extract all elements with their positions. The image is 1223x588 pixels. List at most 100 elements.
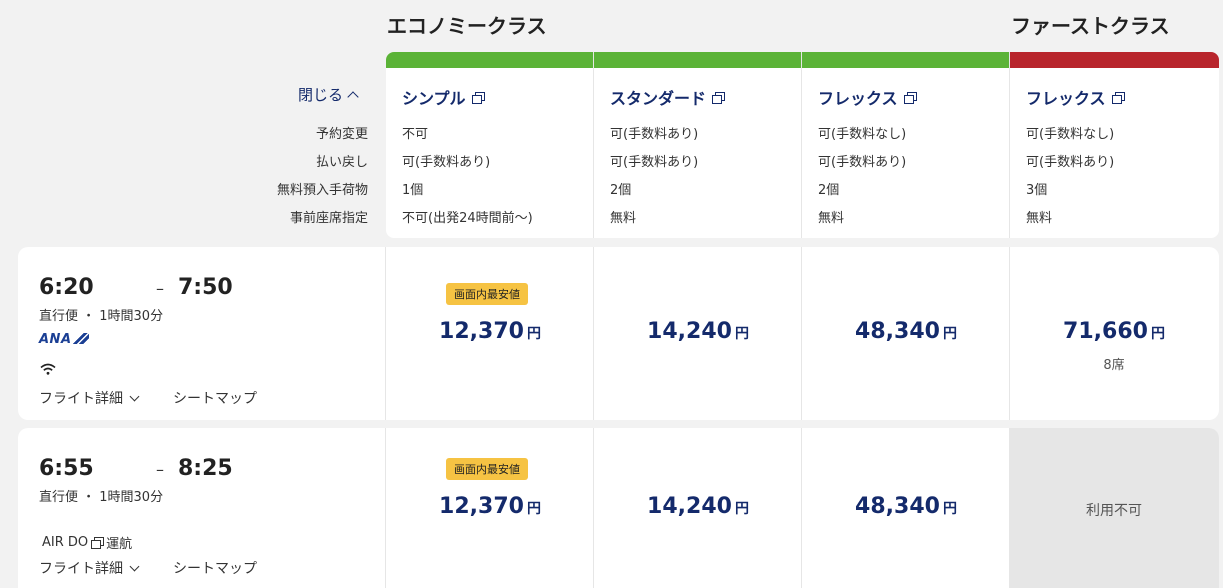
fare-value: 可(手数料あり) xyxy=(402,155,491,170)
fare-comparison-header: シンプル 不可 可(手数料あり) 1個 不可(出発24時間前～) スタンダード … xyxy=(386,52,1219,238)
fare-name-simple[interactable]: シンプル xyxy=(402,85,485,109)
ana-logo: ANA xyxy=(39,332,89,347)
time-separator: – xyxy=(156,460,164,479)
price-amount: 48,340 xyxy=(855,319,940,344)
arrival-time: 8:25 xyxy=(178,456,233,481)
fare-value: 可(手数料なし) xyxy=(1026,127,1115,142)
arrival-time: 7:50 xyxy=(178,275,233,300)
external-link-icon xyxy=(903,91,917,104)
lowest-price-badge: 画面内最安値 xyxy=(446,458,528,480)
flight-info: 6:55 – 8:25 直行便 ・ 1時間30分 AIR DO 運航 フライト詳… xyxy=(18,428,386,588)
chevron-up-icon xyxy=(347,90,359,103)
unavailable-label: 利用不可 xyxy=(1086,503,1142,519)
attr-label-change: 予約変更 xyxy=(315,127,368,142)
seat-map-link[interactable]: シートマップ xyxy=(173,561,257,577)
flight-info: 6:20 – 7:50 直行便 ・ 1時間30分 ANA フライト詳細 シートマ… xyxy=(18,247,386,420)
flight-row: 6:20 – 7:50 直行便 ・ 1時間30分 ANA フライト詳細 シートマ… xyxy=(18,247,1219,420)
fare-value: 2個 xyxy=(818,183,840,198)
price-cell-standard[interactable]: 14,240 円 xyxy=(594,428,802,588)
fare-column-standard: スタンダード 可(手数料あり) 可(手数料あり) 2個 無料 xyxy=(594,52,802,238)
fare-value: 無料 xyxy=(1026,211,1053,226)
economy-bar xyxy=(386,52,593,68)
external-link-icon xyxy=(1111,91,1125,104)
fare-value: 可(手数料あり) xyxy=(1026,155,1115,170)
lowest-price-badge: 画面内最安値 xyxy=(446,283,528,305)
time-separator: – xyxy=(156,279,164,298)
first-class-bar xyxy=(1010,52,1219,68)
fare-price: 12,370 円 xyxy=(386,319,594,344)
first-class-title: ファーストクラス xyxy=(1011,14,1170,38)
flight-details-label: フライト詳細 xyxy=(39,391,123,407)
wifi-icon xyxy=(40,363,56,375)
fare-name-flex-first[interactable]: フレックス xyxy=(1026,85,1125,109)
flight-row: 6:55 – 8:25 直行便 ・ 1時間30分 AIR DO 運航 フライト詳… xyxy=(18,428,1219,588)
flight-details-toggle[interactable]: フライト詳細 xyxy=(39,388,140,408)
price-amount: 12,370 xyxy=(439,319,524,344)
fare-price: 71,660 円 xyxy=(1010,319,1218,344)
seat-map-link[interactable]: シートマップ xyxy=(173,391,257,407)
fare-name-flex-economy[interactable]: フレックス xyxy=(818,85,917,109)
price-unit: 円 xyxy=(526,326,541,342)
fare-name-label: フレックス xyxy=(1026,89,1106,108)
price-unit: 円 xyxy=(942,326,957,342)
price-amount: 14,240 xyxy=(647,494,732,519)
fare-column-flex-first: フレックス 可(手数料なし) 可(手数料あり) 3個 無料 xyxy=(1010,52,1219,238)
operated-suffix: 運航 xyxy=(106,537,133,552)
economy-class-title: エコノミークラス xyxy=(387,14,547,38)
price-unit: 円 xyxy=(734,501,749,517)
close-fare-details-button[interactable]: 閉じる xyxy=(298,84,359,105)
fare-value: 可(手数料あり) xyxy=(610,155,699,170)
fare-value: 可(手数料あり) xyxy=(818,155,907,170)
fare-value: 不可 xyxy=(402,127,429,142)
attr-label-refund: 払い戻し xyxy=(315,155,368,170)
external-link-icon xyxy=(471,91,485,104)
attr-label-seat: 事前座席指定 xyxy=(289,211,368,226)
economy-bar xyxy=(802,52,1009,68)
flight-duration: 直行便 ・ 1時間30分 xyxy=(39,309,164,324)
fare-price: 14,240 円 xyxy=(594,319,802,344)
fare-price: 14,240 円 xyxy=(594,494,802,519)
fare-value: 可(手数料あり) xyxy=(610,127,699,142)
fare-value: 3個 xyxy=(1026,183,1048,198)
price-cell-flex-first-unavailable: 利用不可 xyxy=(1010,428,1219,588)
close-label: 閉じる xyxy=(298,86,344,104)
fare-price: 48,340 円 xyxy=(802,494,1010,519)
fare-value: 1個 xyxy=(402,183,424,198)
fare-value: 不可(出発24時間前～) xyxy=(402,211,533,226)
seats-remaining: 8席 xyxy=(1103,358,1125,373)
price-unit: 円 xyxy=(1150,326,1165,342)
external-link-icon xyxy=(712,91,726,104)
price-unit: 円 xyxy=(942,501,957,517)
fare-name-label: シンプル xyxy=(402,89,466,108)
price-cell-flex-economy[interactable]: 48,340 円 xyxy=(802,428,1010,588)
fare-price: 48,340 円 xyxy=(802,319,1010,344)
fare-value: 無料 xyxy=(818,211,845,226)
fare-column-simple: シンプル 不可 可(手数料あり) 1個 不可(出発24時間前～) xyxy=(386,52,594,238)
fare-price: 12,370 円 xyxy=(386,494,594,519)
airline-logo-text: ANA xyxy=(39,332,72,347)
fare-value: 可(手数料なし) xyxy=(818,127,907,142)
flight-duration: 直行便 ・ 1時間30分 xyxy=(39,490,164,505)
price-amount: 48,340 xyxy=(855,494,940,519)
price-unit: 円 xyxy=(734,326,749,342)
price-cell-standard[interactable]: 14,240 円 xyxy=(594,247,802,420)
flight-details-label: フライト詳細 xyxy=(39,561,123,577)
price-cell-simple[interactable]: 画面内最安値 12,370 円 xyxy=(386,428,594,588)
price-amount: 14,240 xyxy=(647,319,732,344)
price-cell-flex-first[interactable]: 71,660 円 8席 xyxy=(1010,247,1219,420)
price-cell-simple[interactable]: 画面内最安値 12,370 円 xyxy=(386,247,594,420)
departure-time: 6:20 xyxy=(39,275,94,300)
fare-name-label: スタンダード xyxy=(610,89,707,108)
flight-details-toggle[interactable]: フライト詳細 xyxy=(39,558,140,578)
fare-column-flex-economy: フレックス 可(手数料なし) 可(手数料あり) 2個 無料 xyxy=(802,52,1010,238)
price-unit: 円 xyxy=(526,501,541,517)
price-cell-flex-economy[interactable]: 48,340 円 xyxy=(802,247,1010,420)
external-link-icon xyxy=(91,537,105,549)
fare-name-label: フレックス xyxy=(818,89,898,108)
fare-value: 2個 xyxy=(610,183,632,198)
fare-name-standard[interactable]: スタンダード xyxy=(610,85,726,109)
price-amount: 12,370 xyxy=(439,494,524,519)
departure-time: 6:55 xyxy=(39,456,94,481)
operated-by: AIR DO 運航 xyxy=(42,533,132,552)
fare-value: 無料 xyxy=(610,211,637,226)
